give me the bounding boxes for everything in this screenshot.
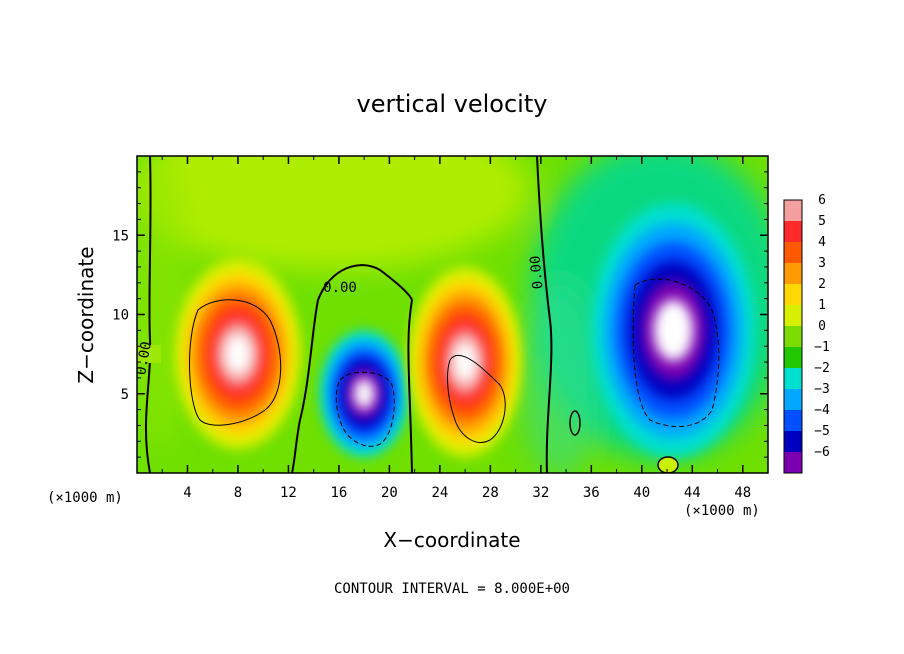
contour-label-bg-1 bbox=[137, 345, 161, 363]
colorbar-label--1: −1 bbox=[814, 340, 830, 355]
colorbar-swatch-4 bbox=[784, 242, 802, 264]
x-tick-label-24: 24 bbox=[431, 485, 448, 501]
y-axis-label: Z−coordinate bbox=[74, 246, 98, 383]
contour-lines bbox=[145, 156, 720, 473]
colorbar-label--4: −4 bbox=[814, 403, 830, 418]
colorbar-label-2: 2 bbox=[818, 277, 826, 292]
colorbar-swatch-5 bbox=[784, 221, 802, 243]
x-tick-label-44: 44 bbox=[684, 485, 701, 501]
y-tick-label-5: 5 bbox=[121, 387, 129, 403]
contour-label-middle: 0.00 bbox=[323, 280, 357, 296]
x-tick-label-8: 8 bbox=[234, 485, 242, 501]
colorbar-swatch-6 bbox=[784, 200, 802, 222]
x-tick-label-12: 12 bbox=[280, 485, 297, 501]
updraft-cell-west-band-6 bbox=[224, 334, 252, 375]
colorbar-label--3: −3 bbox=[814, 382, 830, 397]
x-tick-label-36: 36 bbox=[583, 485, 600, 501]
x-unit-label-right: (×1000 m) bbox=[684, 503, 760, 519]
colorbar-swatch-2 bbox=[784, 284, 802, 306]
updraft-cell-24-30-band-6 bbox=[453, 342, 478, 383]
downdraft-cell-16-20 bbox=[319, 330, 409, 458]
colorbar-swatch-0 bbox=[784, 326, 802, 348]
colorbar-label--5: −5 bbox=[814, 424, 830, 439]
x-tick-label-28: 28 bbox=[482, 485, 499, 501]
colorbar-swatch--1 bbox=[784, 347, 802, 369]
downdraft-cell-east bbox=[591, 203, 756, 458]
colorbar-label-0: 0 bbox=[818, 319, 826, 334]
colorbar-swatch-1 bbox=[784, 305, 802, 327]
colorbar-label-5: 5 bbox=[818, 214, 826, 229]
chart-title: vertical velocity bbox=[357, 90, 548, 118]
updraft-cell-24-30 bbox=[408, 266, 522, 458]
contour-interval-note: CONTOUR INTERVAL = 8.000E+00 bbox=[334, 581, 570, 597]
downdraft-cell-16-20-band-5 bbox=[353, 378, 375, 410]
contour-label-west: 0.00 bbox=[133, 340, 155, 376]
x-axis-label: X−coordinate bbox=[383, 528, 520, 552]
colorbar-label--2: −2 bbox=[814, 361, 830, 376]
colorbar-swatch--4 bbox=[784, 410, 802, 432]
colorbar-label-6: 6 bbox=[818, 193, 826, 208]
colorbar-swatch--2 bbox=[784, 368, 802, 390]
downdraft-cell-east-band-5 bbox=[653, 299, 694, 362]
x-tick-label-16: 16 bbox=[330, 485, 347, 501]
colorbar-swatch--5 bbox=[784, 431, 802, 453]
colorbar-frame bbox=[783, 199, 803, 474]
colorbar: 6 5 4 3 2 1 0 −1 −2 −3 −4 −5 −6 bbox=[783, 193, 830, 474]
colorbar-swatch--3 bbox=[784, 389, 802, 411]
x-unit-label-left: (×1000 m) bbox=[47, 490, 123, 506]
y-tick-label-10: 10 bbox=[112, 308, 129, 324]
colorbar-swatch--6 bbox=[784, 452, 802, 474]
x-tick-label-20: 20 bbox=[381, 485, 398, 501]
colorbar-label-1: 1 bbox=[818, 298, 826, 313]
y-tick-label-15: 15 bbox=[112, 228, 129, 244]
x-tick-label-32: 32 bbox=[532, 485, 549, 501]
x-tick-label-4: 4 bbox=[183, 485, 191, 501]
colorbar-label-4: 4 bbox=[818, 235, 826, 250]
colorbar-label--6: −6 bbox=[814, 445, 830, 460]
x-tick-label-40: 40 bbox=[633, 485, 650, 501]
colorbar-swatch-3 bbox=[784, 263, 802, 285]
contour-label-east: 0.00 bbox=[528, 255, 547, 290]
x-axis: 4 8 12 16 20 24 28 32 36 40 44 48 bbox=[161, 156, 751, 501]
x-tick-label-48: 48 bbox=[734, 485, 751, 501]
y-axis: 5 10 15 bbox=[112, 171, 768, 458]
updraft-cell-west bbox=[174, 259, 302, 450]
plot-field: 0.00 0.00 0.00 bbox=[133, 156, 768, 473]
colorbar-label-3: 3 bbox=[818, 256, 826, 271]
